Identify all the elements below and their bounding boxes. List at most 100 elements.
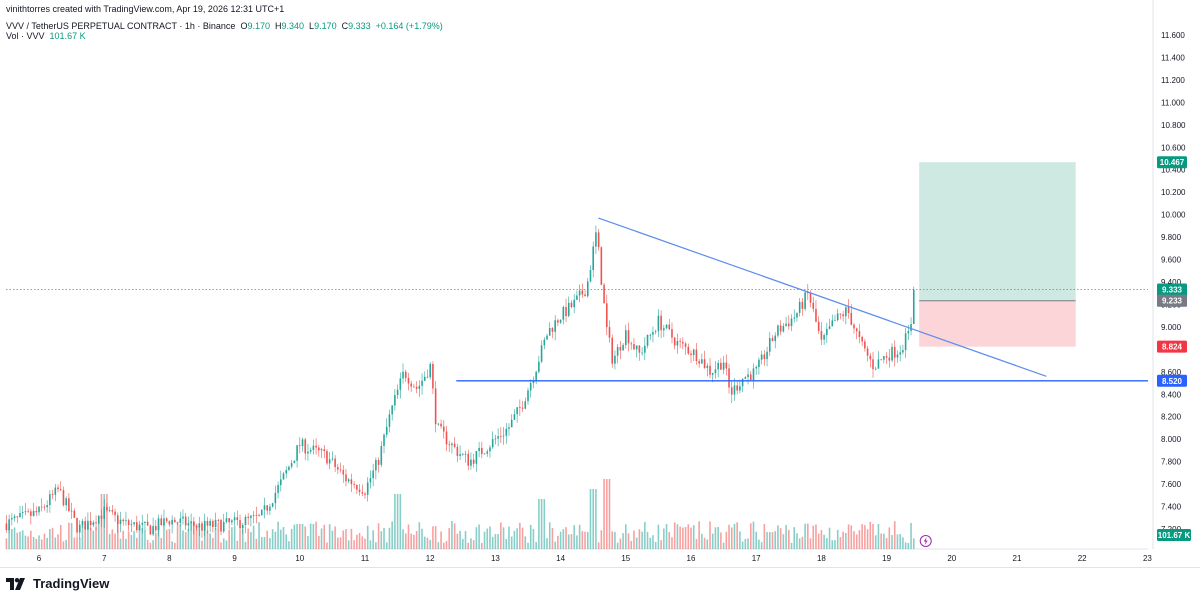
volume-bar (201, 540, 203, 549)
volume-bar (130, 535, 133, 549)
volume-bar (396, 494, 399, 549)
candle-body (369, 478, 372, 483)
candle-body (366, 482, 369, 495)
volume-bar (195, 523, 198, 549)
candle-body (394, 394, 396, 406)
candle-body (364, 493, 366, 495)
candle-body (741, 378, 744, 387)
candle-body (711, 373, 714, 375)
volume-bar (755, 531, 757, 549)
price-tick-label: 7.400 (1161, 503, 1182, 512)
volume-bar (92, 530, 95, 549)
candle-body (255, 514, 258, 516)
volume-bar (706, 539, 709, 549)
candle-body (883, 356, 885, 360)
volume-bar (858, 530, 861, 549)
support-price-label: 8.520 (1162, 377, 1183, 386)
volume-bar (902, 537, 904, 549)
volume-bar (524, 536, 527, 549)
volume-bar (494, 534, 497, 549)
candle-body (337, 467, 339, 470)
candle-body (874, 368, 877, 370)
volume-bar (766, 532, 768, 549)
volume-bar (793, 527, 796, 549)
candle-body (766, 351, 768, 360)
volume-bar (581, 531, 584, 549)
candle-body (353, 484, 355, 485)
volume-bar (244, 541, 247, 549)
symbol-name[interactable]: VVV / TetherUS PERPETUAL CONTRACT · 1h ·… (6, 21, 236, 31)
candle-body (345, 474, 347, 482)
candle-body (38, 506, 40, 513)
volume-bar (198, 525, 201, 549)
volume-label[interactable]: Vol · VVV (6, 31, 45, 41)
volume-bar (546, 538, 548, 549)
volume-bar (361, 536, 364, 549)
volume-bar (391, 521, 393, 549)
volume-bar (595, 489, 597, 549)
volume-bar (649, 537, 652, 549)
volume-bar (182, 530, 184, 549)
candle-body (5, 523, 8, 531)
volume-bar (687, 524, 690, 549)
volume-bar (138, 525, 141, 549)
volume-bar (548, 522, 551, 549)
candle-body (462, 453, 464, 455)
candle-body (410, 383, 412, 387)
volume-bar (804, 523, 806, 549)
candle-body (782, 325, 785, 332)
volume-bar (554, 541, 556, 549)
candle-body (720, 362, 722, 370)
volume-bar (394, 494, 396, 549)
candle-body (652, 332, 654, 335)
candle-body (834, 320, 836, 321)
candle-body (864, 341, 866, 349)
volume-bar (320, 528, 323, 549)
volume-bar (912, 538, 915, 549)
volume-bar (299, 524, 301, 549)
volume-bar (576, 535, 578, 549)
candle-body (92, 522, 95, 526)
candle-body (701, 359, 703, 364)
candle-body (475, 451, 478, 464)
volume-bar (695, 538, 698, 549)
volume-bar (733, 523, 736, 549)
candle-body (543, 339, 546, 346)
volume-bar (578, 524, 581, 549)
volume-bar (874, 535, 877, 549)
candle-body (831, 320, 834, 327)
candle-body (823, 335, 825, 340)
candle-body (907, 331, 910, 334)
volume-bar (116, 521, 119, 549)
volume-bar (850, 525, 853, 549)
candle-body (323, 449, 326, 452)
candle-body (334, 458, 336, 468)
price-chart[interactable]: 7.2007.4007.6007.8008.0008.2008.4008.600… (0, 0, 1200, 567)
descending-trendline (598, 217, 1047, 377)
time-tick-label: 20 (947, 554, 956, 563)
volume-bar (847, 524, 850, 549)
volume-bar (730, 527, 733, 549)
price-tick-label: 9.400 (1161, 278, 1182, 287)
volume-bar (282, 527, 285, 549)
candle-body (418, 385, 421, 389)
volume-bar (255, 538, 258, 549)
volume-bar (187, 529, 190, 549)
volume-bar (668, 531, 671, 549)
volume-bar (676, 524, 679, 549)
candle-body (730, 387, 733, 395)
volume-bar (111, 529, 114, 549)
volume-bar (646, 531, 649, 549)
volume-bar (736, 522, 738, 549)
candle-body (899, 352, 901, 355)
close-value: 9.333 (348, 21, 371, 31)
volume-bar (809, 538, 812, 549)
sl-price-label-bg (1157, 340, 1187, 353)
candle-body (307, 451, 309, 454)
volume-bar (513, 530, 516, 549)
volume-bar (627, 533, 630, 549)
time-tick-label: 14 (556, 554, 565, 563)
tradingview-logo[interactable]: TradingView (6, 576, 109, 591)
candle-body (296, 445, 298, 461)
volume-bar (266, 530, 268, 549)
